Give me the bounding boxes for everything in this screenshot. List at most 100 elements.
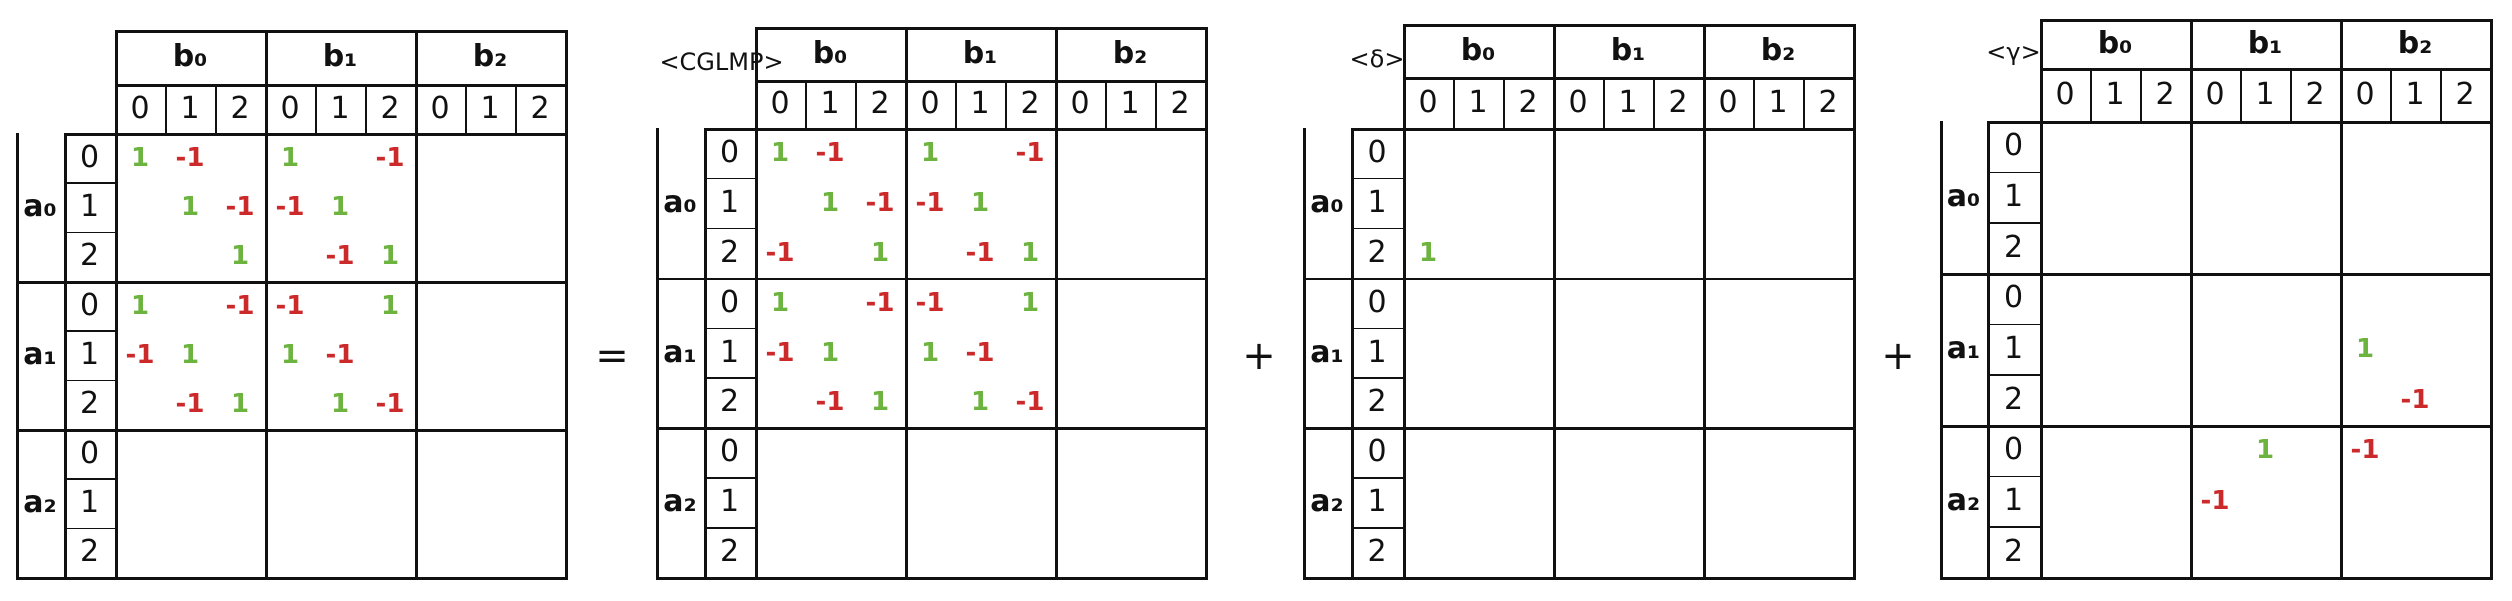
table-entry: 1	[770, 137, 790, 168]
row-sub-left-border	[1351, 128, 1354, 580]
equals-sign: =	[595, 333, 629, 379]
row-sub-header: 2	[2003, 229, 2024, 265]
row-sub-divider	[1351, 327, 1403, 330]
row-sub-divider	[704, 227, 755, 230]
col-sub-header: 0	[1070, 86, 1090, 121]
col-sub-divider	[1105, 80, 1107, 128]
col-sub-divider	[1503, 77, 1505, 128]
table-entry: -1	[765, 337, 795, 368]
col-sub-divider	[1155, 80, 1157, 128]
col-group-header: b₀	[812, 35, 848, 71]
col-sub-header: 0	[130, 90, 150, 126]
col-sub-header: 1	[2105, 76, 2125, 112]
col-group-header: b₁	[2247, 25, 2283, 61]
table-entry: 1	[2355, 334, 2375, 364]
table-entry: -1	[175, 142, 205, 173]
row-sub-header: 0	[79, 435, 100, 471]
row-group-divider	[16, 281, 565, 284]
table-entry: 1	[380, 290, 400, 321]
col-sub-header: 0	[2055, 76, 2075, 112]
col-sub-header: 0	[920, 86, 940, 121]
col-sub-header: 2	[2455, 76, 2475, 112]
col-group-divider	[2190, 19, 2193, 580]
table-entry: 1	[920, 137, 940, 168]
row-sub-left-border	[1987, 121, 1990, 580]
table-entry: -1	[2350, 435, 2380, 466]
col-sub-divider	[1005, 80, 1007, 128]
row-group-header: a₀	[1946, 179, 1981, 214]
col-sub-divider	[315, 84, 317, 133]
table-entry: 1	[280, 142, 300, 173]
row-sub-header: 1	[79, 485, 100, 520]
row-sub-divider	[704, 377, 755, 379]
table-entry: -1	[225, 192, 255, 222]
row-sub-header: 1	[79, 189, 100, 224]
table-entry: -1	[325, 340, 355, 370]
col-group-divider	[1055, 27, 1058, 580]
row-sub-header: 1	[719, 484, 740, 520]
plus-sign: +	[1242, 333, 1276, 379]
col-sub-header: 0	[1418, 84, 1438, 120]
row-sub-divider	[1351, 227, 1403, 230]
row-sub-header: 1	[1367, 334, 1387, 370]
col-sub-header: 0	[2355, 76, 2375, 112]
col-sub-divider	[1603, 77, 1605, 128]
col-sub-header: 1	[1768, 84, 1788, 120]
col-sub-divider	[1803, 77, 1805, 128]
row-sub-divider	[1987, 475, 2040, 478]
row-sub-header: 1	[719, 334, 740, 370]
col-header-top-border	[2040, 19, 2490, 22]
col-sub-header: 0	[280, 90, 300, 126]
table-entry: 1	[970, 387, 990, 418]
table-entry: -1	[915, 187, 945, 218]
table-entry: -1	[325, 241, 355, 272]
row-sub-header: 2	[2003, 381, 2024, 417]
table-entry: -1	[2200, 486, 2230, 516]
row-sub-header: 2	[719, 234, 740, 270]
col-sub-divider	[2440, 68, 2442, 121]
table-entry: -1	[765, 237, 795, 268]
table-entry: 1	[180, 192, 200, 222]
table-entry: 1	[770, 287, 790, 318]
col-header-top-border	[115, 30, 565, 33]
row-sub-header: 1	[719, 184, 740, 220]
row-sub-left-border	[64, 133, 67, 580]
main-grid-top-border	[64, 133, 565, 136]
table-entry: -1	[865, 287, 895, 318]
col-group-left-border	[115, 30, 118, 580]
row-sub-header: 0	[2003, 280, 2024, 316]
row-sub-header: 2	[79, 534, 100, 570]
table-entry: 1	[1020, 287, 1040, 318]
col-group-divider	[2340, 19, 2343, 580]
table-entry: -1	[2400, 384, 2430, 415]
row-group-divider	[16, 577, 565, 580]
col-sub-header: 1	[180, 90, 200, 126]
row-sub-divider	[1987, 222, 2040, 224]
table-entry: -1	[375, 389, 405, 420]
row-group-header: a₂	[663, 484, 697, 520]
row-group-divider	[1940, 273, 2490, 276]
row-sub-divider	[64, 330, 115, 332]
table-entry: 1	[1418, 237, 1438, 268]
row-sub-header: 0	[79, 139, 100, 175]
row-sub-header: 0	[2003, 128, 2024, 164]
row-sub-header: 2	[1367, 234, 1387, 270]
row-sub-header: 0	[719, 284, 740, 320]
col-sub-divider	[1653, 77, 1655, 128]
row-sub-header: 2	[719, 384, 740, 420]
row-group-header: a₀	[1310, 184, 1344, 220]
col-sub-header: 2	[2305, 76, 2325, 112]
row-group-divider	[656, 277, 1205, 281]
main-grid-top-border	[1351, 128, 1853, 131]
row-sub-divider	[64, 527, 115, 530]
col-group-divider	[265, 30, 268, 580]
col-sub-header: 1	[2405, 76, 2425, 112]
col-group-left-border	[1403, 24, 1406, 580]
row-sub-divider	[704, 477, 755, 479]
col-sub-header: 2	[380, 90, 400, 126]
row-sub-header: 2	[2003, 533, 2024, 569]
row-sub-divider	[1351, 477, 1403, 479]
col-header-top-border	[755, 27, 1205, 30]
col-sub-header: 2	[230, 90, 250, 126]
